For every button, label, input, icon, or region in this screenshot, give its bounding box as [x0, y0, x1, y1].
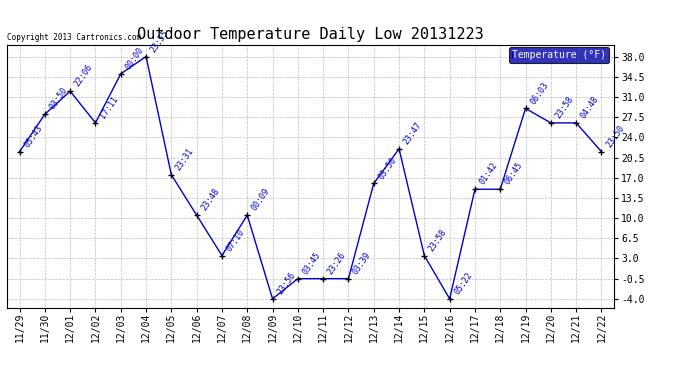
- Text: 17:11: 17:11: [98, 94, 120, 120]
- Text: 23:47: 23:47: [402, 120, 424, 146]
- Text: 23:26: 23:26: [326, 250, 348, 276]
- Text: 03:39: 03:39: [351, 250, 373, 276]
- Text: 05:43: 05:43: [22, 123, 44, 149]
- Text: 06:45: 06:45: [503, 161, 524, 186]
- Text: 23:58: 23:58: [427, 227, 449, 253]
- Text: 23:55: 23:55: [149, 28, 170, 54]
- Text: 00:09: 00:09: [250, 187, 272, 212]
- Text: 00:00: 00:00: [124, 45, 145, 71]
- Text: 23:56: 23:56: [275, 270, 297, 296]
- Text: 03:50: 03:50: [48, 86, 69, 111]
- Text: 23:31: 23:31: [174, 146, 196, 172]
- Text: 22:06: 22:06: [73, 63, 95, 88]
- Text: 01:42: 01:42: [477, 161, 500, 186]
- Text: 05:22: 05:22: [453, 270, 474, 296]
- Title: Outdoor Temperature Daily Low 20131223: Outdoor Temperature Daily Low 20131223: [137, 27, 484, 42]
- Legend: Temperature (°F): Temperature (°F): [509, 47, 609, 63]
- Text: 23:50: 23:50: [604, 123, 626, 149]
- Text: 03:45: 03:45: [301, 250, 322, 276]
- Text: 04:48: 04:48: [579, 94, 600, 120]
- Text: 03:50: 03:50: [377, 155, 398, 181]
- Text: 23:48: 23:48: [199, 187, 221, 212]
- Text: 23:58: 23:58: [553, 94, 575, 120]
- Text: 06:03: 06:03: [529, 80, 550, 106]
- Text: 07:10: 07:10: [225, 227, 246, 253]
- Text: Copyright 2013 Cartronics.com: Copyright 2013 Cartronics.com: [7, 33, 141, 42]
